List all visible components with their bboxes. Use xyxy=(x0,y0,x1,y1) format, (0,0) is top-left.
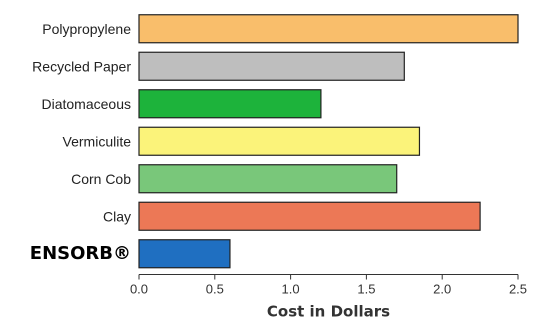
x-axis-title: Cost in Dollars xyxy=(267,303,390,321)
bar-ensorb xyxy=(138,239,231,269)
category-label-diatomaceous: Diatomaceous xyxy=(42,96,132,112)
bar-recycled-paper xyxy=(138,51,405,81)
category-labels: Polypropylene Recycled Paper Diatomaceous V… xyxy=(30,21,132,264)
category-label-clay: Clay xyxy=(103,208,131,224)
category-label-ensorb: ENSORB® xyxy=(30,243,131,264)
x-tick-label: 0.5 xyxy=(206,282,224,297)
bar-vermiculite xyxy=(138,126,421,156)
category-label-recycled-paper: Recycled Paper xyxy=(32,58,131,74)
category-label-vermiculite: Vermiculite xyxy=(63,133,132,149)
x-tick-label: 0.0 xyxy=(130,282,148,297)
bars-group xyxy=(138,14,519,269)
x-axis: 0.0 0.5 1.0 1.5 2.0 2.5 xyxy=(130,274,527,297)
x-tick-label: 1.5 xyxy=(357,282,375,297)
category-label-polypropylene: Polypropylene xyxy=(42,21,131,37)
bar-polypropylene xyxy=(138,14,519,44)
bar-corn-cob xyxy=(138,164,398,194)
bar-diatomaceous xyxy=(138,89,322,119)
x-tick-label: 2.0 xyxy=(433,282,451,297)
category-label-corn-cob: Corn Cob xyxy=(71,171,131,187)
x-tick-label: 2.5 xyxy=(509,282,527,297)
x-tick-label: 1.0 xyxy=(282,282,300,297)
bar-clay xyxy=(138,201,481,231)
